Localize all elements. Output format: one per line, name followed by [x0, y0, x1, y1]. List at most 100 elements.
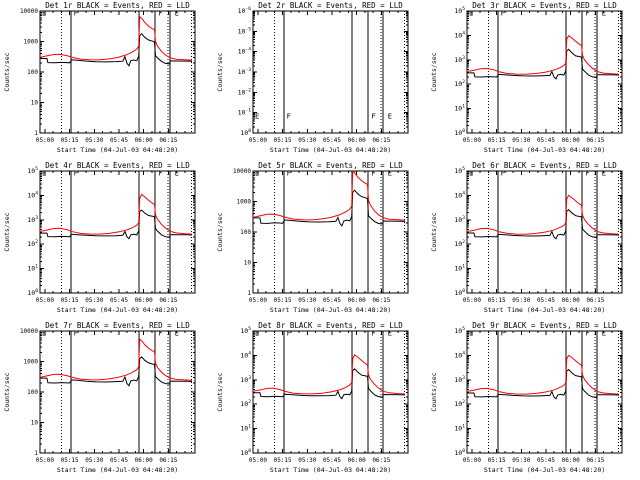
plot-svg-det-8r: Det 8r BLACK = Events, RED = LLD 05:00 05:…: [216, 321, 409, 474]
y-tick-label: 1000: [237, 199, 252, 206]
y-tick-label: 10-2: [238, 87, 252, 96]
y-tick-label: 100: [27, 389, 38, 396]
x-axis-label: Start Time (04-Jul-03 04:48:20): [270, 306, 391, 314]
y-tick-label: 103: [454, 55, 465, 64]
lld-series: [40, 338, 193, 381]
y-tick-label: 101: [240, 424, 251, 433]
plot-frame: [39, 170, 196, 294]
y-tick-label: 10-4: [238, 47, 252, 56]
x-tick-label: 06:00: [348, 137, 366, 144]
flag-E: E: [255, 170, 259, 178]
y-tick-label: 1: [34, 130, 38, 137]
flag-E: E: [175, 330, 179, 338]
flag-E: E: [388, 170, 392, 178]
flag-F: F: [585, 10, 589, 18]
x-axis-label: Start Time (04-Jul-03 04:48:20): [484, 146, 605, 154]
plot-frame: [252, 170, 409, 294]
x-tick-label: 05:15: [61, 297, 79, 304]
y-tick-label: 101: [454, 264, 465, 273]
plot-det-3r: Det 3r BLACK = Events, RED = LLD 05:00 05:…: [427, 0, 640, 160]
flag-F: F: [371, 170, 375, 178]
plot-frame: [39, 10, 196, 134]
x-tick-label: 06:15: [586, 137, 604, 144]
flag-E: E: [175, 170, 179, 178]
x-tick-label: 06:15: [586, 457, 604, 464]
flag-F: F: [158, 10, 162, 18]
events-series: [40, 356, 193, 387]
y-tick-label: 100: [454, 448, 465, 457]
x-tick-label: 06:00: [348, 457, 366, 464]
y-axis-label: Counts/sec: [216, 212, 224, 251]
flag-F: F: [158, 170, 162, 178]
y-axis-label: Counts/sec: [3, 212, 11, 251]
plot-title: Det 5r BLACK = Events, RED = LLD: [258, 161, 403, 170]
y-tick-label: 10-3: [238, 67, 252, 76]
plot-title: Det 8r BLACK = Events, RED = LLD: [258, 321, 403, 330]
plot-title: Det 9r BLACK = Events, RED = LLD: [472, 321, 617, 330]
events-series: [253, 368, 406, 400]
x-tick-label: 05:45: [537, 457, 555, 464]
events-series: [467, 48, 620, 80]
y-tick-label: 104: [454, 30, 465, 39]
flag-E: E: [388, 330, 392, 338]
x-tick-label: 05:45: [323, 137, 341, 144]
x-axis-label: Start Time (04-Jul-03 04:48:20): [484, 466, 605, 474]
x-tick-label: 05:45: [537, 297, 555, 304]
x-tick-label: 05:45: [323, 297, 341, 304]
x-tick-label: 06:15: [159, 457, 177, 464]
plot-det-4r: Det 4r BLACK = Events, RED = LLD 05:00 05:…: [0, 160, 213, 320]
flag-E: E: [255, 112, 259, 120]
x-tick-label: 05:00: [36, 137, 54, 144]
flag-E: E: [388, 112, 392, 120]
plot-det-7r: Det 7r BLACK = Events, RED = LLD 05:00 05:…: [0, 320, 213, 480]
plot-svg-det-5r: Det 5r BLACK = Events, RED = LLD 05:00 05:…: [216, 161, 409, 314]
flag-F: F: [585, 330, 589, 338]
x-tick-label: 05:15: [488, 137, 506, 144]
y-tick-label: 1000: [24, 39, 39, 46]
y-tick-label: 100: [240, 229, 251, 236]
flag-E: E: [42, 330, 46, 338]
x-tick-label: 06:00: [562, 297, 580, 304]
x-tick-label: 06:15: [159, 137, 177, 144]
y-axis-label: Counts/sec: [430, 52, 438, 91]
y-tick-label: 101: [454, 424, 465, 433]
y-tick-label: 105: [454, 6, 465, 15]
flag-E: E: [42, 10, 46, 18]
y-tick-label: 103: [240, 375, 251, 384]
x-tick-label: 05:30: [512, 297, 530, 304]
flag-E: E: [42, 170, 46, 178]
flag-F: F: [585, 170, 589, 178]
x-tick-label: 05:45: [323, 457, 341, 464]
x-tick-label: 05:30: [85, 297, 103, 304]
flag-F: F: [287, 170, 291, 178]
y-axis-label: Counts/sec: [216, 52, 224, 91]
y-tick-label: 104: [454, 190, 465, 199]
plot-title: Det 6r BLACK = Events, RED = LLD: [472, 161, 617, 170]
flag-F: F: [371, 330, 375, 338]
events-series: [467, 368, 620, 400]
plot-det-9r: Det 9r BLACK = Events, RED = LLD 05:00 05:…: [427, 320, 640, 480]
y-tick-label: 10-1: [238, 108, 252, 117]
y-axis-label: Counts/sec: [3, 372, 11, 411]
lld-series: [40, 15, 193, 61]
plot-det-5r: Det 5r BLACK = Events, RED = LLD 05:00 05:…: [213, 160, 426, 320]
y-tick-label: 103: [454, 215, 465, 224]
flag-E: E: [469, 330, 473, 338]
y-tick-label: 10000: [20, 8, 38, 15]
y-tick-label: 1000: [24, 359, 39, 366]
x-tick-label: 05:30: [298, 137, 316, 144]
lld-series: [40, 193, 193, 235]
x-tick-label: 06:00: [348, 297, 366, 304]
plot-frame: [252, 330, 409, 454]
x-tick-label: 05:15: [488, 457, 506, 464]
y-tick-label: 100: [454, 128, 465, 137]
x-axis-label: Start Time (04-Jul-03 04:48:20): [57, 466, 178, 474]
plot-title: Det 4r BLACK = Events, RED = LLD: [45, 161, 190, 170]
plot-title: Det 7r BLACK = Events, RED = LLD: [45, 321, 190, 330]
x-tick-label: 05:00: [463, 297, 481, 304]
x-tick-label: 05:15: [61, 137, 79, 144]
